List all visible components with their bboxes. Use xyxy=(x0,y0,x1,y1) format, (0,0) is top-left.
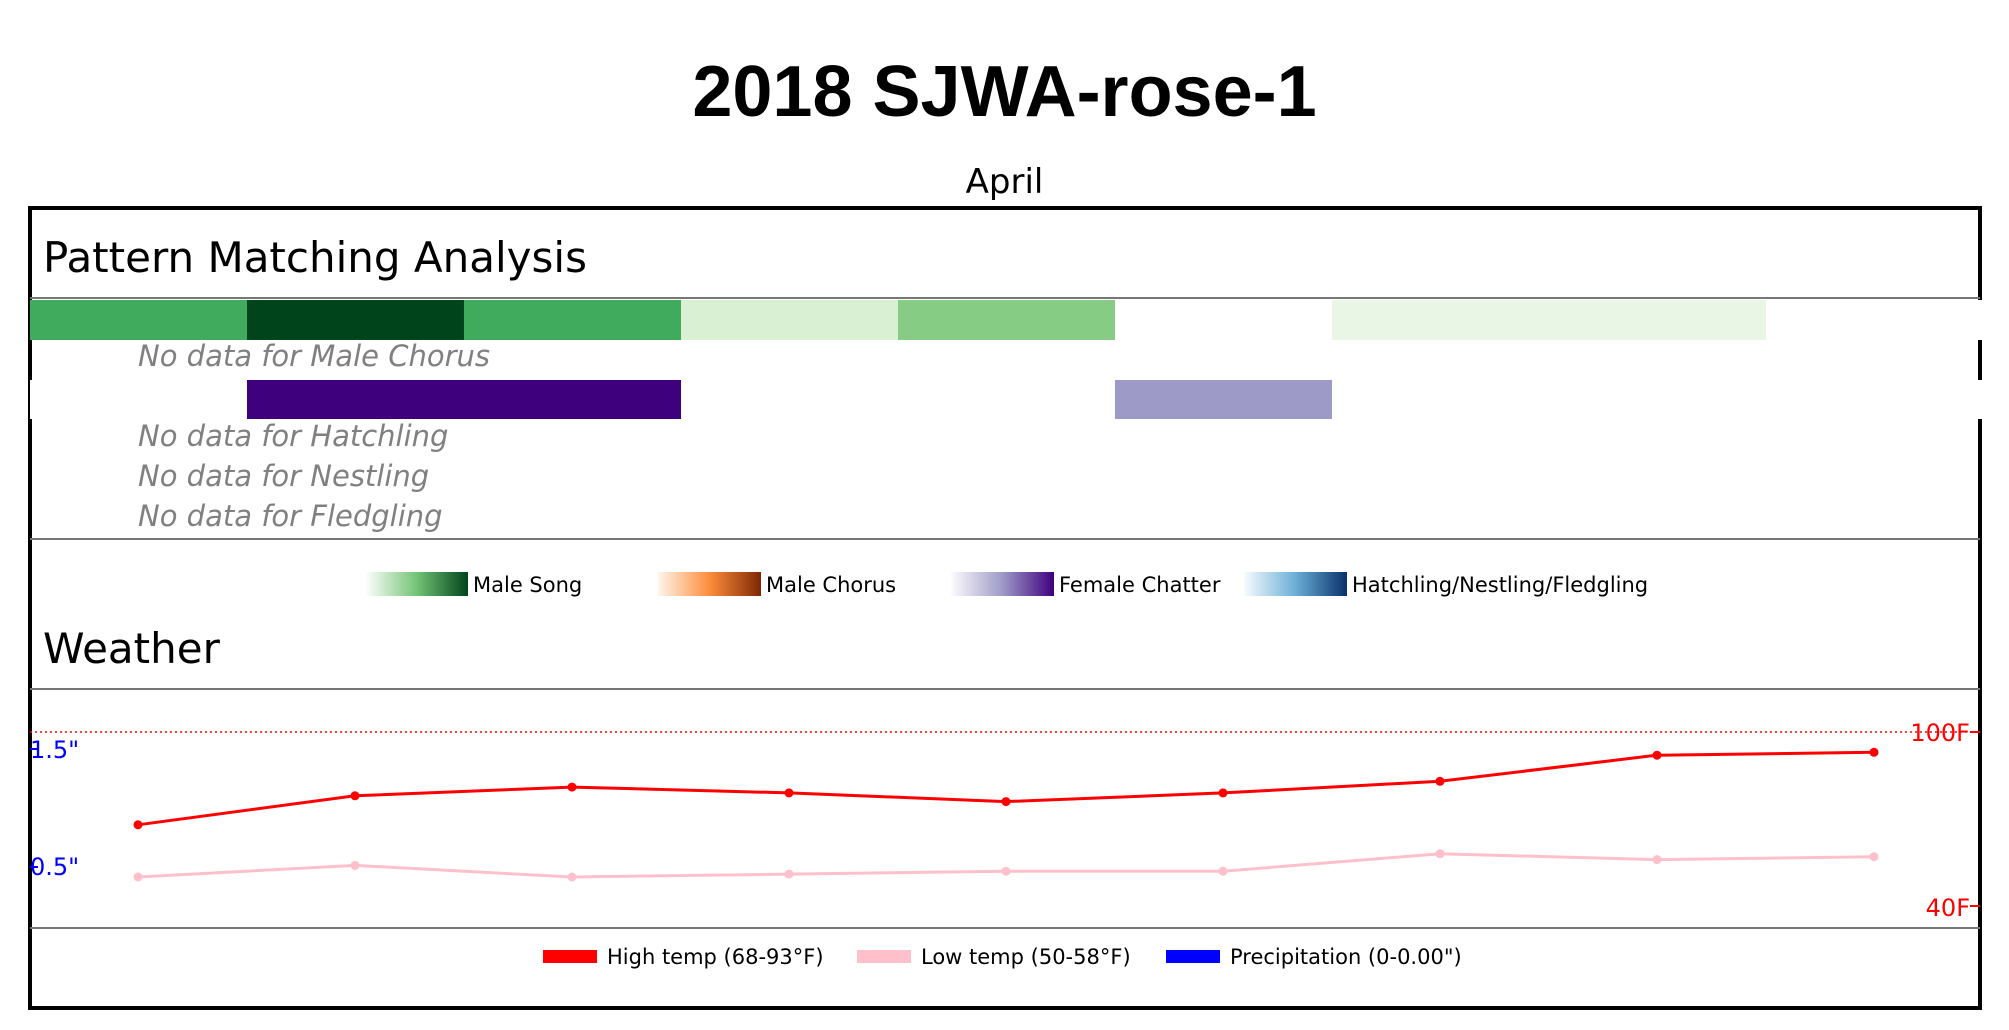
high-temp-legend-label: High temp (68-93°F) xyxy=(607,945,824,969)
low-temp-point-3 xyxy=(567,872,577,882)
low-temp-swatch xyxy=(857,950,911,963)
precipitation-legend-label: Precipitation (0-0.00") xyxy=(1230,945,1462,969)
female-chatter-cell-8 xyxy=(1549,380,1766,419)
high-temp-point-4 xyxy=(784,788,794,798)
temp-tick-low: 40F xyxy=(1926,894,1970,922)
female-chatter-cell-7 xyxy=(1332,380,1549,419)
pattern-section-title: Pattern Matching Analysis xyxy=(43,233,587,282)
high-temp-point-2 xyxy=(350,791,360,801)
no-data-hatchling: No data for Hatchling xyxy=(138,419,448,453)
male-song-cell-3 xyxy=(464,300,681,340)
female-chatter-cell-1 xyxy=(30,380,247,419)
male-song-cell-9 xyxy=(1766,300,1983,340)
month-label: April xyxy=(965,162,1044,202)
low-temp-point-4 xyxy=(784,869,794,879)
low-temp-point-8 xyxy=(1652,855,1662,865)
high-temp-point-5 xyxy=(1001,797,1011,807)
high-temp-point-7 xyxy=(1435,776,1445,786)
high-temp-point-6 xyxy=(1218,788,1228,798)
low-temp-point-6 xyxy=(1218,866,1228,876)
female-chatter-swatch xyxy=(951,572,1054,596)
high-temp-point-3 xyxy=(567,782,577,792)
male-song-cell-7 xyxy=(1332,300,1549,340)
precip-tick-high: 1.5" xyxy=(30,736,79,764)
precipitation-swatch xyxy=(1166,950,1220,963)
chart-frame xyxy=(28,206,1982,1010)
male-song-cell-2 xyxy=(247,300,464,340)
low-temp-point-2 xyxy=(350,860,360,870)
high-temp-point-9 xyxy=(1869,747,1879,757)
low-temp-point-1 xyxy=(133,872,143,882)
hatchling-swatch xyxy=(1244,572,1347,596)
male-chorus-swatch xyxy=(658,572,761,596)
female-chatter-cell-9 xyxy=(1766,380,1983,419)
female-chatter-cell-5 xyxy=(898,380,1115,419)
chart-title: 2018 SJWA-rose-1 xyxy=(692,52,1317,132)
high-temp-swatch xyxy=(543,950,597,963)
low-temp-point-9 xyxy=(1869,852,1879,862)
high-temp-point-8 xyxy=(1652,750,1662,760)
no-data-male-chorus: No data for Male Chorus xyxy=(138,339,490,373)
precip-tick-low: 0.5" xyxy=(30,853,79,881)
male-chorus-legend-label: Male Chorus xyxy=(766,573,896,597)
low-temp-legend-label: Low temp (50-58°F) xyxy=(921,945,1131,969)
male-song-cell-4 xyxy=(681,300,898,340)
female-chatter-cell-4 xyxy=(681,380,898,419)
high-temp-line xyxy=(137,750,1875,827)
temp-tick-high: 100F xyxy=(1910,719,1970,747)
no-data-nestling: No data for Nestling xyxy=(138,459,429,493)
female-chatter-cell-2 xyxy=(247,380,464,419)
male-song-cell-8 xyxy=(1549,300,1766,340)
male-song-legend-label: Male Song xyxy=(473,573,582,597)
low-temp-point-7 xyxy=(1435,849,1445,859)
pattern-legend: Male Song Male Chorus Female Chatter Hat… xyxy=(365,572,1648,597)
no-data-fledgling: No data for Fledgling xyxy=(138,499,443,533)
male-song-cell-6 xyxy=(1115,300,1332,340)
high-temp-point-1 xyxy=(133,820,143,830)
female-chatter-row xyxy=(30,380,1983,419)
male-song-cell-1 xyxy=(30,300,247,340)
weather-series xyxy=(133,747,1879,882)
low-temp-point-5 xyxy=(1001,866,1011,876)
female-chatter-cell-6 xyxy=(1115,380,1332,419)
male-song-cell-5 xyxy=(898,300,1115,340)
weather-section-title: Weather xyxy=(43,624,221,673)
weather-legend: High temp (68-93°F) Low temp (50-58°F) P… xyxy=(543,945,1462,969)
male-song-swatch xyxy=(365,572,468,596)
male-song-row xyxy=(30,300,1983,340)
female-chatter-legend-label: Female Chatter xyxy=(1059,573,1221,597)
female-chatter-cell-3 xyxy=(464,380,681,419)
hatchling-legend-label: Hatchling/Nestling/Fledgling xyxy=(1352,573,1648,597)
